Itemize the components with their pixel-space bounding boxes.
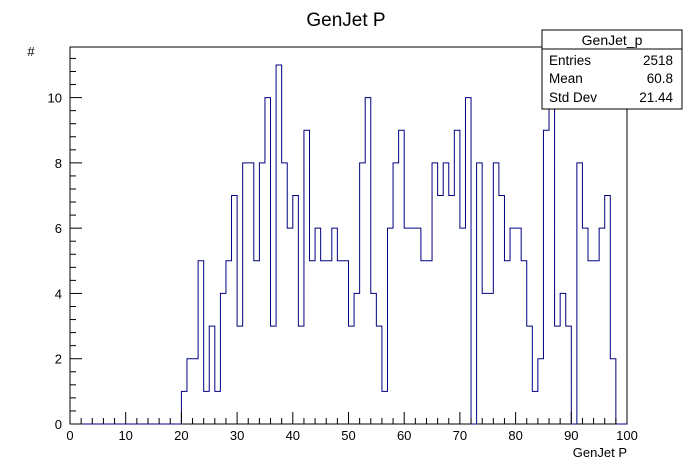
stats-box-title: GenJet_p [582, 32, 643, 48]
stats-stddev-value: 21.44 [639, 90, 673, 105]
x-axis-label: GenJet P [573, 445, 627, 460]
y-tick-label: 8 [55, 156, 62, 171]
x-tick-label: 100 [616, 428, 638, 443]
stats-entries-label: Entries [549, 53, 591, 68]
y-tick-label: 4 [55, 286, 62, 301]
x-tick-label: 10 [118, 428, 132, 443]
stats-mean-label: Mean [549, 71, 583, 86]
y-tick-label: 6 [55, 221, 62, 236]
histogram-line [70, 64, 627, 425]
x-tick-label: 70 [453, 428, 467, 443]
y-tick-label: 10 [48, 91, 62, 106]
x-tick-label: 60 [397, 428, 411, 443]
stats-box-frame [541, 29, 683, 110]
x-tick-label: 50 [341, 428, 355, 443]
x-tick-label: 40 [286, 428, 300, 443]
stats-mean-value: 60.8 [647, 71, 673, 86]
x-tick-label: 80 [508, 428, 522, 443]
x-tick-label: 20 [174, 428, 188, 443]
stats-stddev-label: Std Dev [549, 90, 597, 105]
y-axis-label: # [27, 44, 35, 59]
stats-entries-value: 2518 [643, 53, 673, 68]
x-tick-label: 30 [230, 428, 244, 443]
chart-title: GenJet P [306, 10, 385, 31]
x-tick-label: 0 [66, 428, 73, 443]
y-tick-label: 2 [55, 352, 62, 367]
stats-box: GenJet_p Entries 2518 Mean 60.8 Std Dev … [541, 29, 683, 110]
y-tick-label: 0 [55, 417, 62, 432]
x-tick-label: 90 [564, 428, 578, 443]
y-axis: 0 2 4 6 8 10 [48, 57, 82, 432]
x-axis: 0 10 20 30 40 50 60 70 80 90 100 [66, 412, 638, 443]
